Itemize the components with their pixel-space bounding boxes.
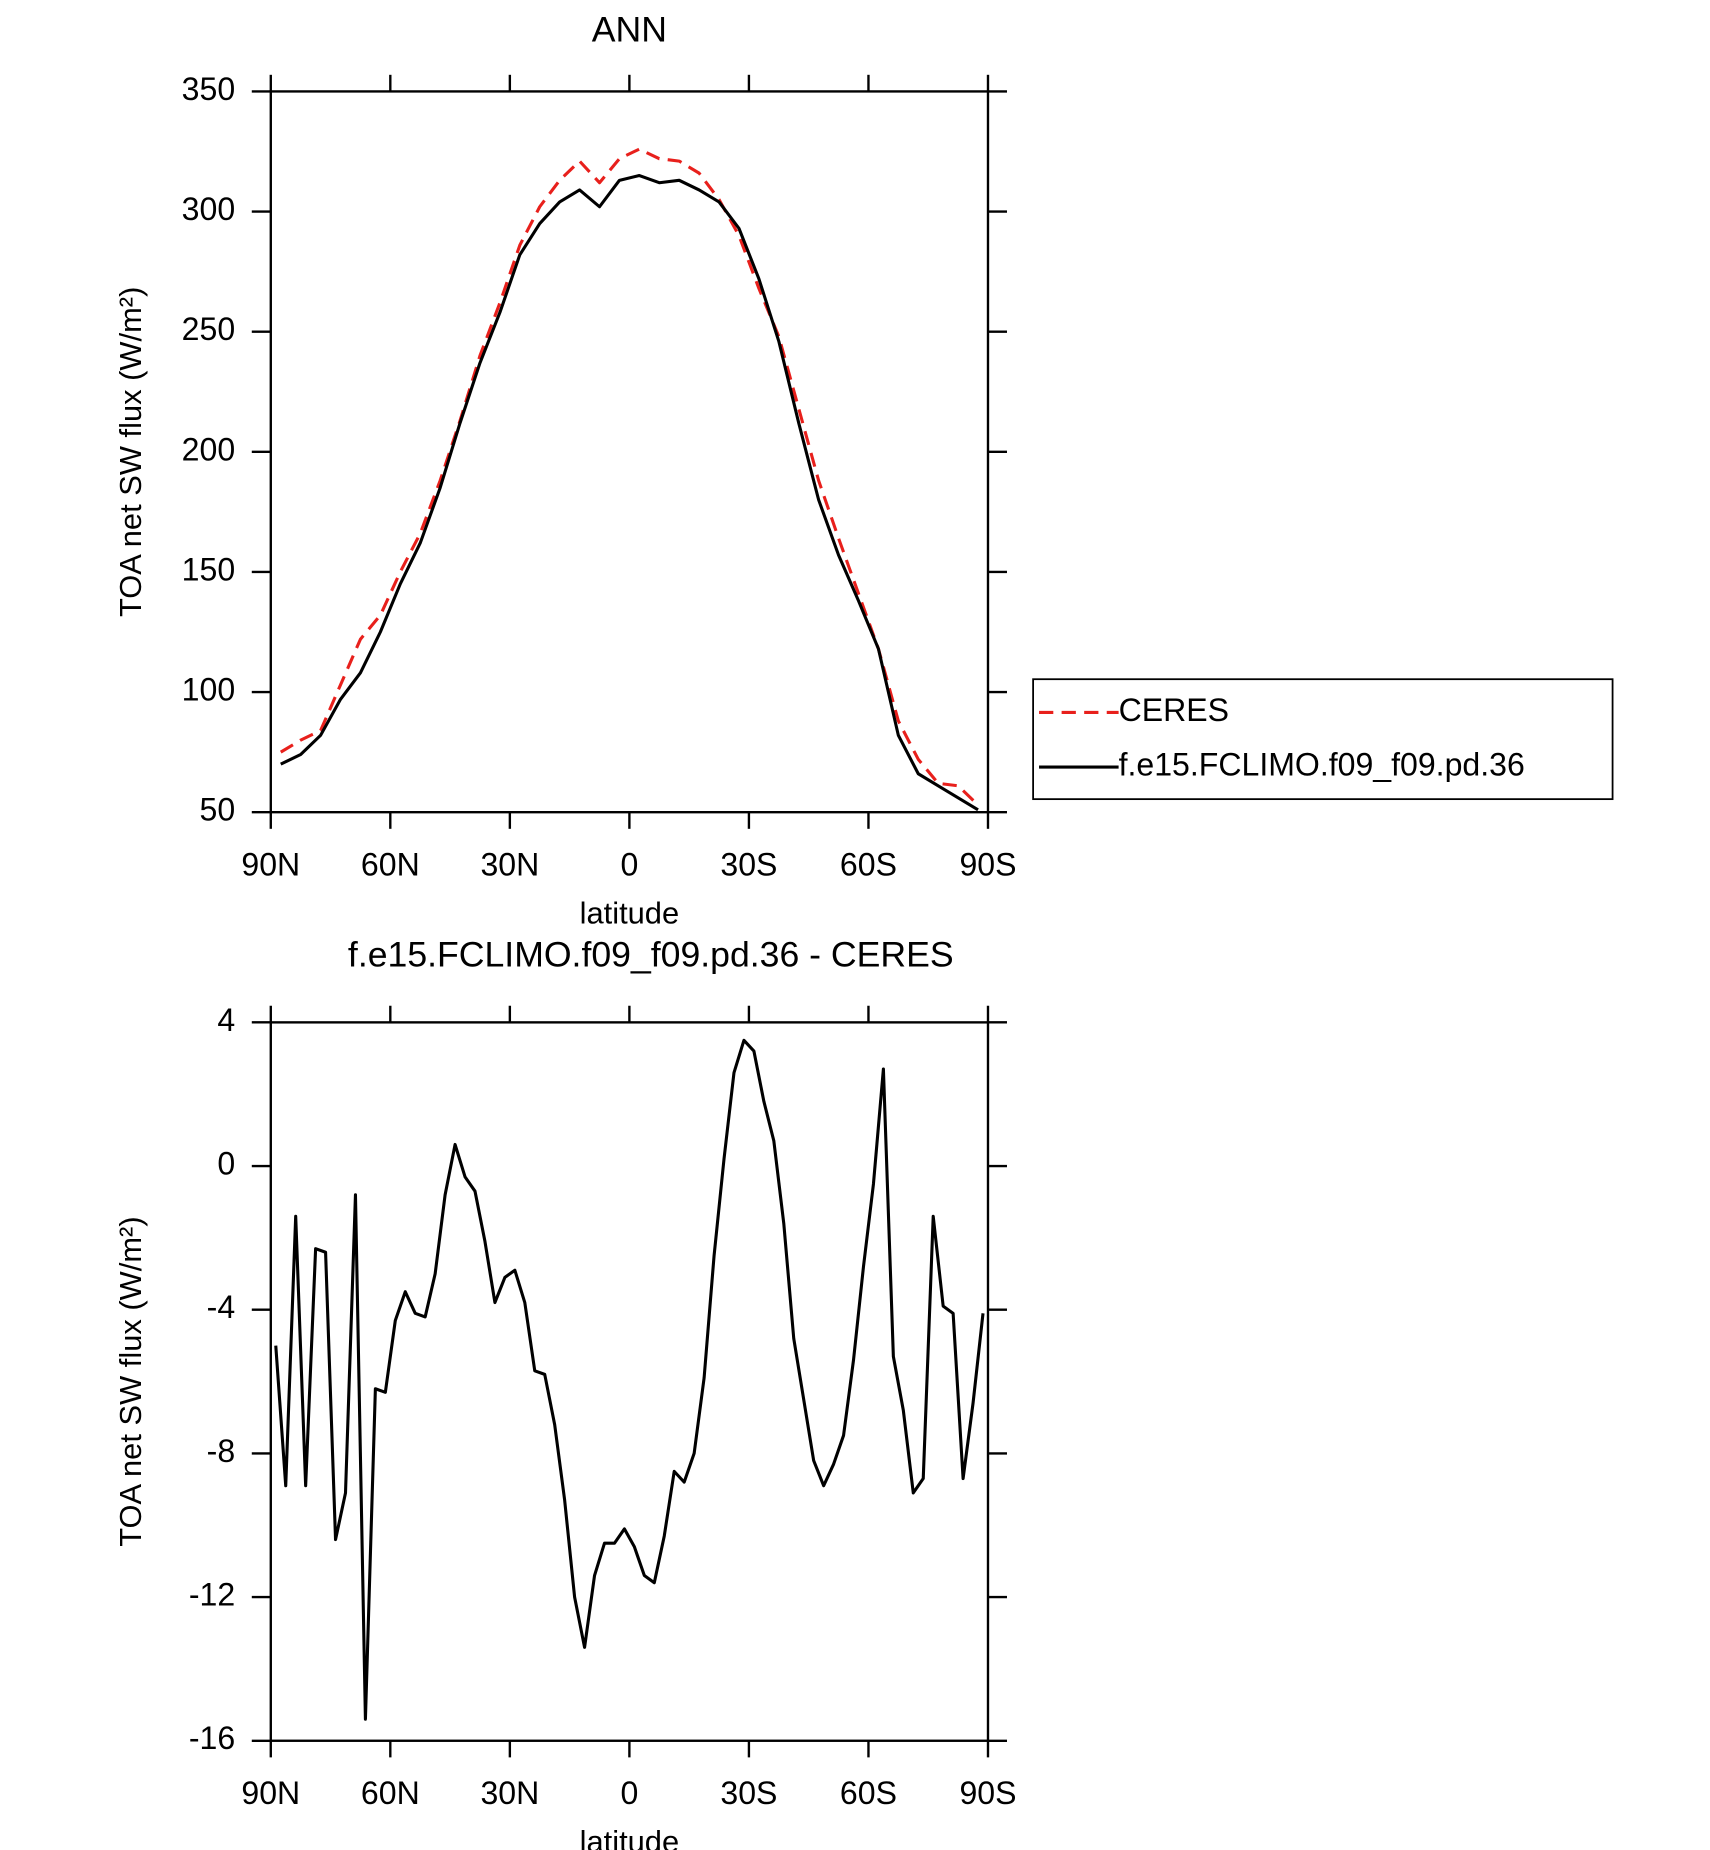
y-tick-label: 150 — [182, 551, 235, 587]
y-tick-label: 350 — [182, 71, 235, 107]
x-tick-label: 30N — [480, 1775, 539, 1811]
x-tick-label: 30N — [480, 846, 539, 882]
x-tick-label: 60S — [840, 846, 897, 882]
x-tick-label: 60S — [840, 1775, 897, 1811]
data-line — [274, 1038, 985, 1721]
x-tick-label: 60N — [361, 1775, 420, 1811]
y-tick-label: 250 — [182, 311, 235, 347]
y-axis-label: TOA net SW flux (W/m²) — [113, 287, 148, 617]
data-line — [280, 173, 979, 812]
x-tick-label: 90N — [241, 1775, 300, 1811]
y-tick-label: 50 — [200, 792, 236, 828]
y-tick-label: 300 — [182, 191, 235, 227]
chart-title: f.e15.FCLIMO.f09_f09.pd.36 - CERES — [348, 934, 954, 974]
y-tick-label: -12 — [189, 1577, 235, 1613]
x-tick-label: 60N — [361, 846, 420, 882]
x-axis-label: latitude — [580, 896, 680, 931]
x-tick-label: 90S — [959, 1775, 1016, 1811]
y-tick-label: -8 — [207, 1433, 236, 1469]
x-tick-label: 0 — [620, 846, 638, 882]
y-axis-label: TOA net SW flux (W/m²) — [113, 1216, 148, 1546]
y-tick-label: -4 — [207, 1289, 236, 1325]
x-axis-label: latitude — [580, 1824, 680, 1850]
y-tick-label: 0 — [217, 1146, 235, 1182]
x-tick-label: 0 — [620, 1775, 638, 1811]
y-tick-label: 4 — [217, 1002, 235, 1038]
y-tick-label: -16 — [189, 1720, 235, 1756]
legend-label: CERES — [1119, 692, 1229, 728]
y-tick-label: 100 — [182, 672, 235, 708]
x-tick-label: 90N — [241, 846, 300, 882]
legend-box — [1032, 678, 1614, 801]
y-tick-label: 200 — [182, 431, 235, 467]
x-tick-label: 30S — [720, 846, 777, 882]
data-line — [279, 147, 980, 807]
x-tick-label: 90S — [959, 846, 1016, 882]
legend-label: f.e15.FCLIMO.f09_f09.pd.36 — [1119, 747, 1525, 783]
x-tick-label: 30S — [720, 1775, 777, 1811]
chart-title: ANN — [592, 9, 667, 49]
